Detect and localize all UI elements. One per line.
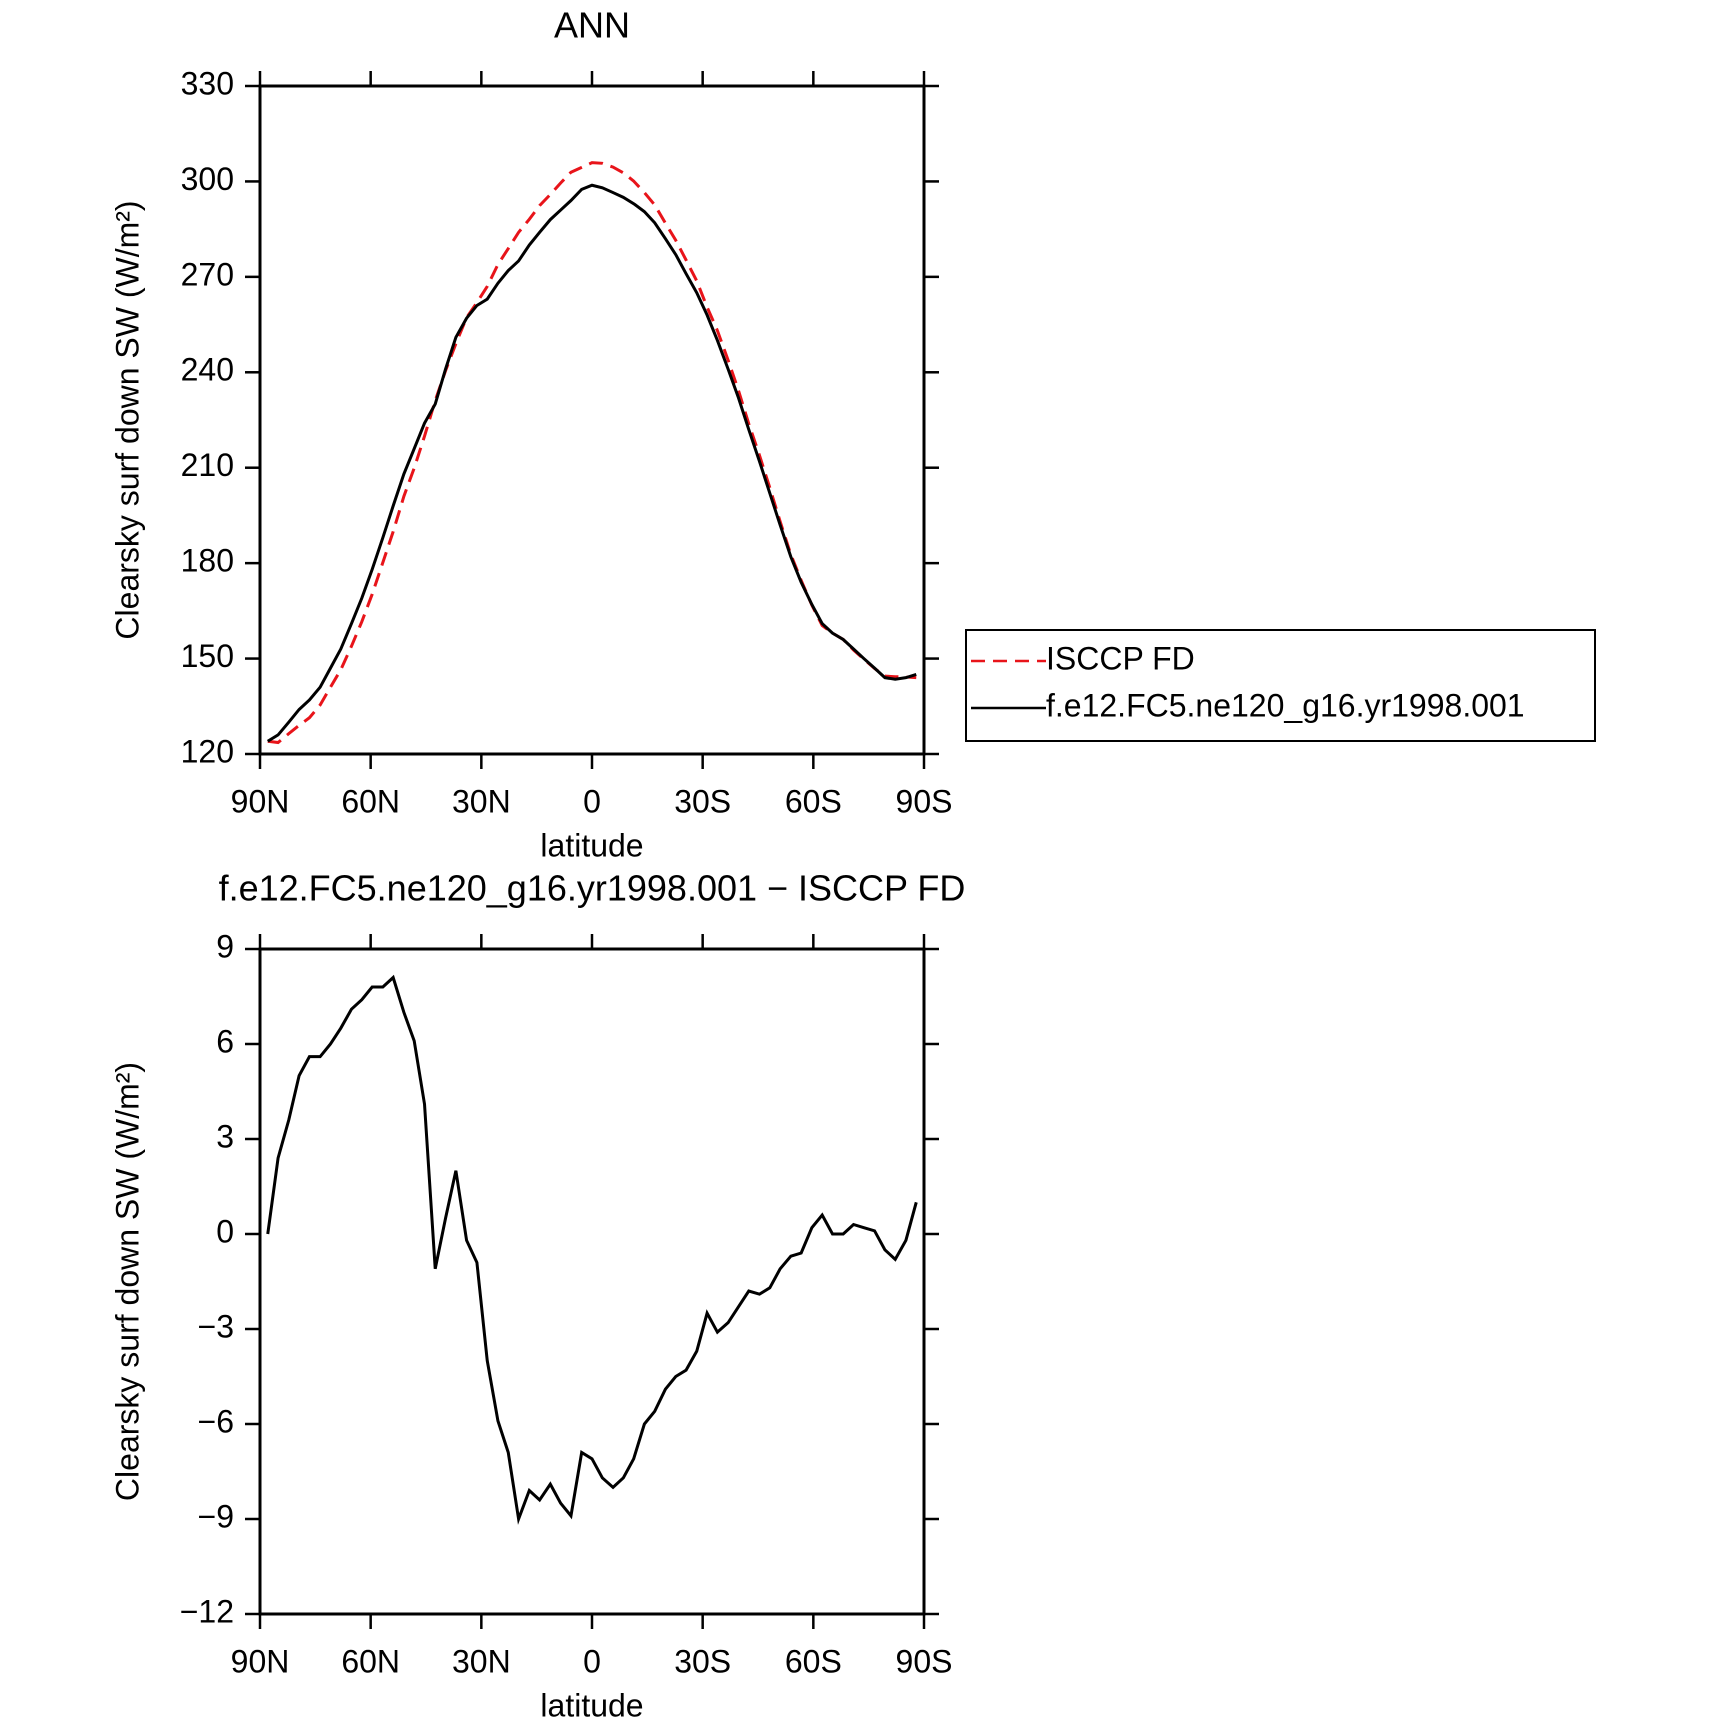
x-axis-label: latitude — [540, 1687, 643, 1723]
panel: ANN 120 150 180 210 240 270 300 330 90N 60N 30N 0 30S… — [109, 5, 1596, 863]
x-tick-label: 60S — [785, 783, 842, 819]
legend-label: f.e12.FC5.ne120_g16.yr1998.001 — [1046, 687, 1525, 723]
plot-frame — [258, 947, 926, 1616]
y-tick-label: −9 — [198, 1498, 234, 1534]
y-tick-label: 270 — [181, 256, 234, 292]
y-tick-label: −6 — [198, 1403, 234, 1439]
x-tick-label: 0 — [583, 783, 601, 819]
y-tick-label: 3 — [216, 1118, 234, 1154]
y-tick-label: 120 — [181, 733, 234, 769]
y-tick-label: 0 — [216, 1213, 234, 1249]
x-tick-label: 60N — [341, 1643, 400, 1679]
y-tick-label: −3 — [198, 1308, 234, 1344]
y-tick-label: 330 — [181, 65, 234, 101]
x-tick-label: 90N — [231, 1643, 290, 1679]
panel: f.e12.FC5.ne120_g16.yr1998.001 − ISCCP F… — [109, 868, 965, 1724]
plot-frame — [258, 84, 926, 756]
y-tick-label: 6 — [216, 1023, 234, 1059]
x-tick-label: 30S — [674, 1643, 731, 1679]
y-tick-label: 240 — [181, 352, 234, 388]
series-line — [266, 974, 918, 1525]
y-tick-label: 210 — [181, 447, 234, 483]
legend-box — [965, 629, 1596, 742]
x-tick-label: 90S — [896, 1643, 953, 1679]
y-tick-label: 9 — [216, 928, 234, 964]
series-line — [266, 183, 917, 743]
y-tick-label: 150 — [181, 638, 234, 674]
x-tick-label: 30N — [452, 1643, 511, 1679]
legend: ISCCP FD f.e12.FC5.ne120_g16.yr1998.001 — [965, 629, 1596, 742]
y-tick-label: 180 — [181, 543, 234, 579]
chart-title: ANN — [554, 5, 630, 46]
x-tick-label: 0 — [583, 1643, 601, 1679]
y-axis-label: Clearsky surf down SW (W/m²) — [109, 1062, 145, 1501]
x-axis-label: latitude — [540, 827, 643, 863]
y-tick-label: 300 — [181, 161, 234, 197]
y-tick-label: −12 — [180, 1593, 234, 1629]
x-tick-label: 90N — [231, 783, 290, 819]
chart-title: f.e12.FC5.ne120_g16.yr1998.001 − ISCCP F… — [219, 868, 966, 909]
x-tick-label: 60N — [341, 783, 400, 819]
x-tick-label: 30N — [452, 783, 511, 819]
x-tick-label: 90S — [896, 783, 953, 819]
x-tick-label: 60S — [785, 1643, 842, 1679]
series-line — [267, 161, 917, 745]
y-axis-label: Clearsky surf down SW (W/m²) — [109, 200, 145, 639]
legend-label: ISCCP FD — [1046, 640, 1195, 676]
x-tick-label: 30S — [674, 783, 731, 819]
